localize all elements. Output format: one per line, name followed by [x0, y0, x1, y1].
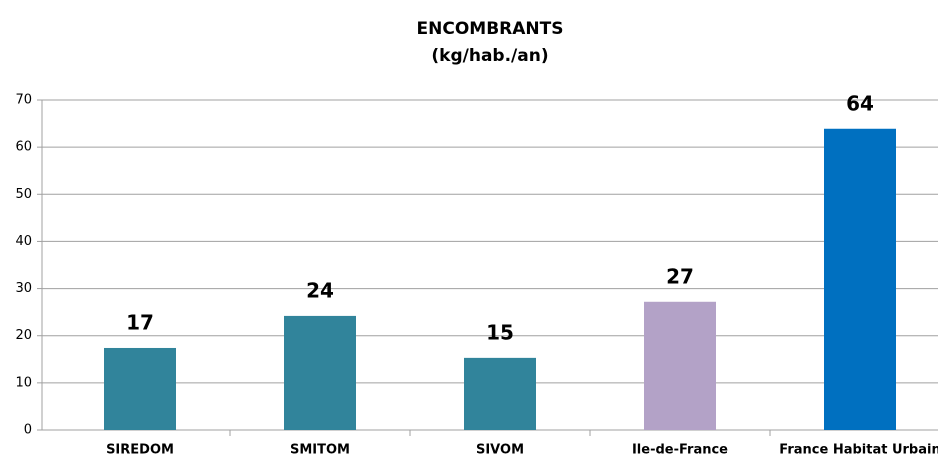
value-label: 64: [846, 91, 874, 115]
value-label: 27: [666, 264, 694, 288]
y-tick-label: 10: [15, 375, 32, 390]
chart-subtitle: (kg/hab./an): [431, 46, 548, 66]
y-tick-label: 70: [15, 93, 32, 108]
x-tick-label: SMITOM: [290, 443, 350, 457]
value-label: 24: [306, 278, 334, 302]
y-tick-label: 50: [15, 187, 32, 202]
y-tick-label: 30: [15, 281, 32, 296]
y-tick-label: 60: [15, 140, 32, 155]
x-tick-label: SIREDOM: [106, 443, 174, 457]
bar: [284, 315, 356, 430]
y-tick-label: 0: [24, 423, 32, 438]
value-label: 17: [126, 310, 154, 334]
bar: [104, 347, 176, 430]
x-tick-label: France Habitat Urbain: [779, 443, 938, 457]
x-tick-label: Ile-de-France: [632, 443, 728, 457]
x-tick-label: SIVOM: [476, 443, 524, 457]
bar: [644, 301, 716, 430]
y-tick-label: 20: [15, 328, 32, 343]
chart-title: ENCOMBRANTS: [417, 19, 564, 39]
bar: [464, 357, 536, 430]
y-tick-label: 40: [15, 234, 32, 249]
bar: [824, 128, 896, 430]
value-label: 15: [486, 320, 514, 344]
